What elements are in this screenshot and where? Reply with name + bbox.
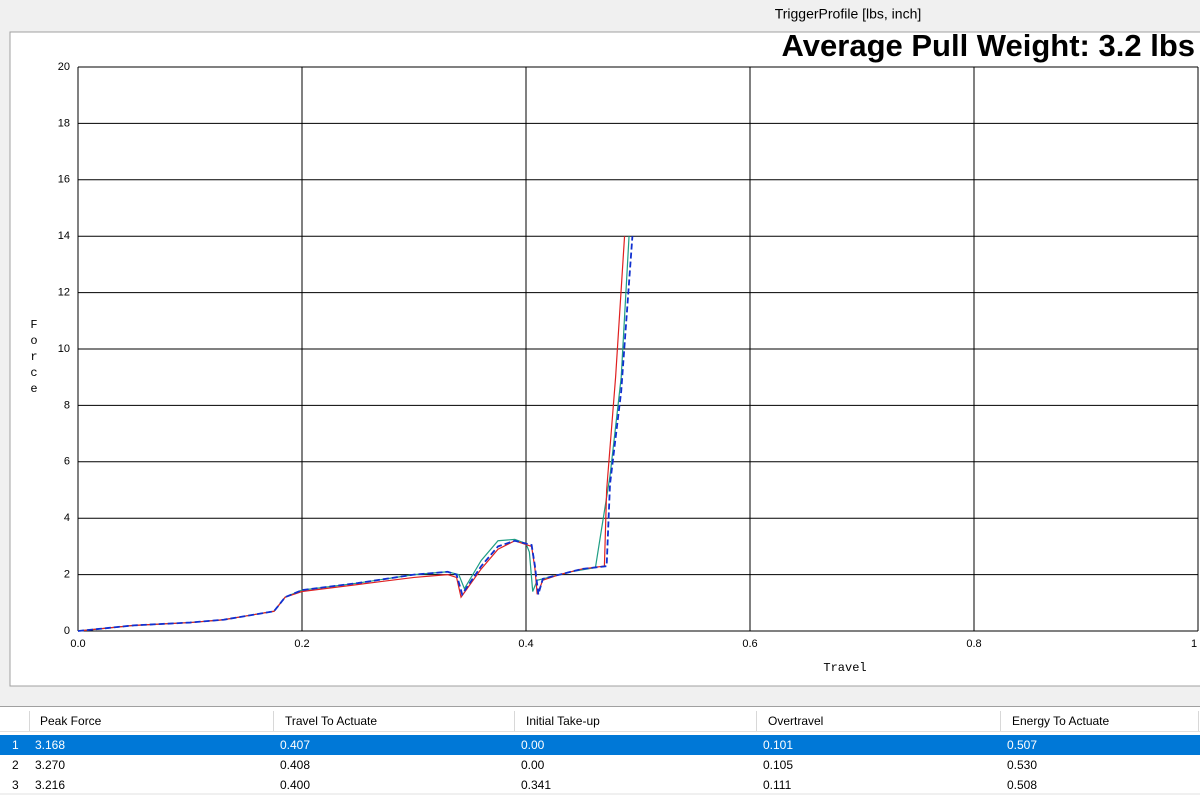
y-tick-label: 6 xyxy=(64,456,70,468)
header-cell: Peak Force xyxy=(30,711,274,731)
y-tick-label: 2 xyxy=(64,569,70,581)
table-cell: 0.530 xyxy=(1007,758,1038,772)
table-cell: 0.111 xyxy=(763,778,792,792)
chart-panel xyxy=(9,31,1200,687)
chart-title: TriggerProfile [lbs, inch] xyxy=(775,6,922,22)
series-line xyxy=(77,236,634,632)
table-cell: 0.407 xyxy=(280,738,311,752)
chart: TriggerProfile [lbs, inch] Average Pull … xyxy=(9,6,1200,687)
y-tick-label: 20 xyxy=(58,61,70,73)
y-tick-label: 4 xyxy=(64,512,70,524)
y-tick-label: 10 xyxy=(58,343,70,355)
table-cell: 0.341 xyxy=(521,778,552,792)
table-cell: 0.00 xyxy=(521,738,545,752)
header-cell: Energy To Actuate xyxy=(1002,711,1199,731)
x-tick-label: 0.8 xyxy=(966,638,981,650)
y-tick-label: 8 xyxy=(64,399,70,411)
table-cell: 0.508 xyxy=(1007,778,1038,792)
header-cell: Overtravel xyxy=(758,711,1001,731)
x-tick-label: 1 xyxy=(1191,638,1197,650)
y-tick-label: 16 xyxy=(58,174,70,186)
y-tick-label: 18 xyxy=(58,117,70,129)
table-cell: 3.270 xyxy=(35,758,66,772)
table-cell: 3.216 xyxy=(35,778,66,792)
table-cell: 0.105 xyxy=(763,758,794,772)
y-tick-label: 14 xyxy=(58,230,70,242)
table-cell: 0.00 xyxy=(521,758,545,772)
table-row[interactable]: 1 3.168 0.407 0.00 0.101 0.507 xyxy=(0,735,1200,755)
x-tick-label: 0.0 xyxy=(70,638,85,650)
x-axis-label: Travel xyxy=(823,661,866,675)
x-tick-label: 0.4 xyxy=(518,638,533,650)
row-index: 3 xyxy=(12,778,19,792)
y-tick-label: 0 xyxy=(64,625,70,637)
header-cell: Travel To Actuate xyxy=(275,711,515,731)
table-row[interactable]: 2 3.270 0.408 0.00 0.105 0.530 xyxy=(0,755,1200,775)
y-axis-label: Force xyxy=(27,318,41,398)
y-tick-label: 12 xyxy=(58,287,70,299)
table-cell: 0.400 xyxy=(280,778,311,792)
table-cell: 0.507 xyxy=(1007,738,1038,752)
plot: 0 2 4 6 8 10 12 14 16 18 20 0.0 0.2 0.4 0.6 0.8 1 xyxy=(58,61,1199,650)
table-row[interactable]: 3 3.216 0.400 0.341 0.111 0.508 xyxy=(0,775,1200,795)
x-tick-label: 0.6 xyxy=(742,638,757,650)
table-header: Peak Force Travel To Actuate Initial Take-… xyxy=(0,711,1200,732)
header-cell: Initial Take-up xyxy=(516,711,757,731)
table-cell: 3.168 xyxy=(35,738,66,752)
header-cell xyxy=(0,711,30,731)
table-cell: 0.101 xyxy=(763,738,794,752)
x-tick-label: 0.2 xyxy=(294,638,309,650)
row-index: 2 xyxy=(12,758,19,772)
results-table: Peak Force Travel To Actuate Initial Take-… xyxy=(0,706,1200,793)
table-cell: 0.408 xyxy=(280,758,311,772)
annotation: Average Pull Weight: 3.2 lbs xyxy=(782,28,1195,63)
row-index: 1 xyxy=(12,738,19,752)
